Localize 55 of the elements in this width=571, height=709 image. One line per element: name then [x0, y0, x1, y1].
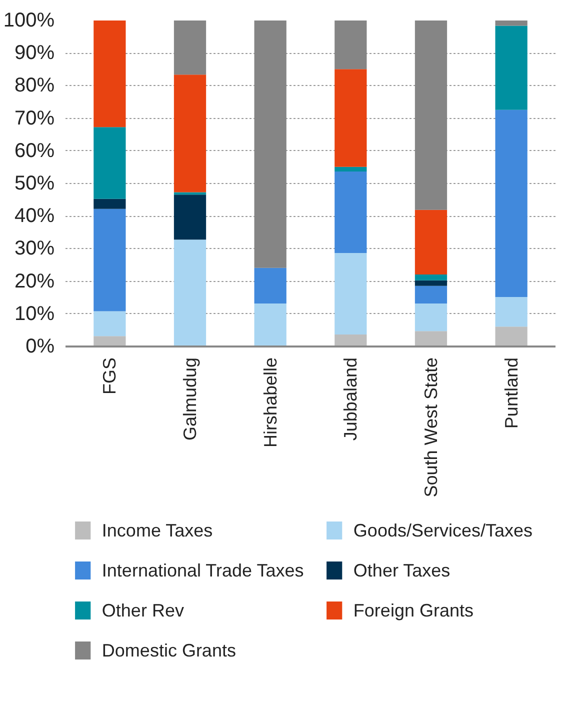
bar: [174, 74, 206, 192]
legend-label: International Trade Taxes: [102, 560, 304, 580]
y-tick-label: 100%: [3, 10, 55, 32]
y-tick-label: 50%: [14, 172, 55, 194]
x-tick-label: Hirshabelle: [260, 357, 280, 448]
bar: [174, 20, 206, 75]
bar: [254, 20, 286, 268]
bar: [94, 127, 126, 199]
y-tick-label: 0%: [26, 336, 55, 358]
bar: [174, 240, 206, 346]
y-tick-label: 20%: [14, 270, 55, 292]
bar: [334, 20, 367, 70]
bar: [94, 198, 126, 209]
y-tick-label: 90%: [14, 42, 55, 64]
x-tick-label: FGS: [100, 357, 120, 394]
bar: [334, 166, 367, 172]
y-tick-label: 30%: [14, 238, 55, 260]
bar: [495, 26, 528, 110]
legend-label: Foreign Grants: [353, 600, 474, 620]
bar: [414, 303, 448, 332]
legend-label: Domestic Grants: [102, 640, 236, 660]
bar: [254, 268, 286, 304]
bar: [495, 326, 528, 346]
bar: [495, 110, 528, 297]
y-tick-label: 60%: [14, 140, 55, 162]
legend-label: Other Taxes: [353, 560, 450, 580]
bar: [334, 171, 367, 253]
bar: [414, 331, 448, 346]
bar: [334, 252, 367, 334]
y-tick-label: 70%: [14, 107, 55, 130]
y-tick-label: 10%: [14, 302, 55, 325]
bar: [495, 20, 528, 26]
bar: [94, 311, 126, 336]
x-tick-label: South West State: [420, 357, 441, 498]
bar: [94, 336, 126, 346]
bar: [414, 280, 448, 286]
legend-label: Other Rev: [102, 600, 184, 620]
bar: [94, 208, 126, 312]
y-tick-label: 80%: [14, 74, 55, 97]
bar: [414, 210, 448, 274]
x-tick-label: Jubbaland: [340, 357, 361, 441]
bar: [495, 296, 528, 327]
bar: [334, 334, 367, 346]
bar: [254, 303, 286, 346]
bar: [174, 194, 206, 240]
bar: [334, 69, 367, 167]
legend-label: Income Taxes: [102, 520, 213, 540]
bar: [414, 274, 448, 280]
x-tick-label: Puntland: [501, 357, 522, 429]
bar: [414, 20, 448, 210]
x-tick-label: Galmudug: [180, 357, 200, 441]
bar: [94, 20, 126, 128]
bar: [414, 286, 448, 304]
y-tick-label: 40%: [14, 205, 55, 228]
legend-label: Goods/Services/Taxes: [353, 520, 533, 540]
